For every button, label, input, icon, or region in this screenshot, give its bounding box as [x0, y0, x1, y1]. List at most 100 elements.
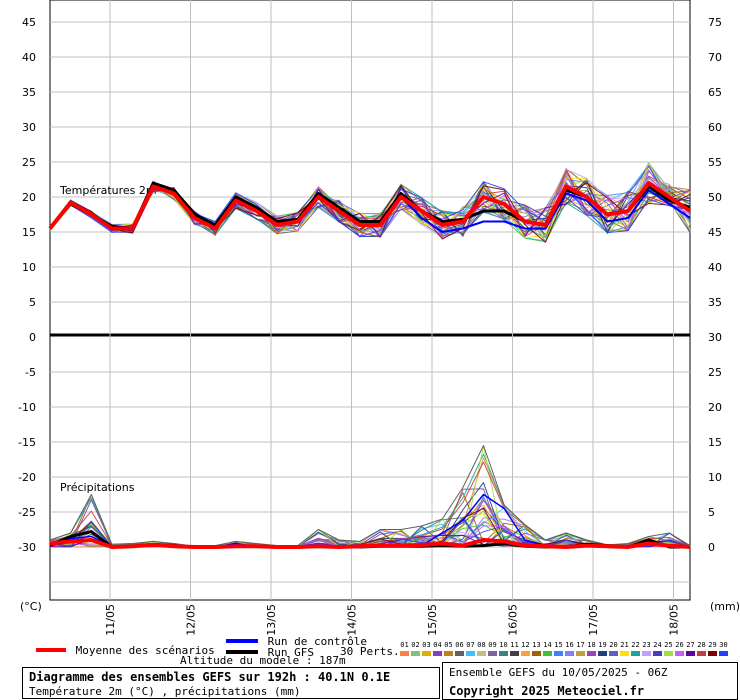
perts-label: 30 Perts. — [340, 645, 400, 658]
pert-legend-swatch — [620, 651, 629, 656]
pert-legend-item: 03 — [421, 641, 432, 659]
temp-right-tick: 75 — [708, 16, 722, 29]
precip-control-line — [49, 493, 691, 548]
precip-left-tick: -20 — [18, 471, 36, 484]
pert-legend-item: 27 — [685, 641, 696, 659]
pert-legend-number: 29 — [708, 641, 717, 649]
pert-legend-number: 22 — [631, 641, 640, 649]
pert-legend-swatch — [697, 651, 706, 656]
pert-legend-number: 09 — [488, 641, 497, 649]
temp-left-tick: 15 — [22, 226, 36, 239]
pert-legend-item: 08 — [476, 641, 487, 659]
precip-perturbation-line — [49, 498, 691, 548]
pert-legend-number: 21 — [620, 641, 629, 649]
x-tick-label: 16/05 — [507, 604, 520, 636]
pert-legend-item: 22 — [630, 641, 641, 659]
pert-legend-swatch — [565, 651, 574, 656]
precip-right-tick: 10 — [708, 471, 722, 484]
legend-gfs-label: Run GFS — [267, 646, 314, 659]
precip-max-perturbation-line — [49, 445, 691, 547]
precipitation-panel-label: Précipitations — [60, 481, 135, 494]
pert-legend-swatch — [422, 651, 431, 656]
pert-legend-swatch — [433, 651, 442, 656]
precip-perturbation-line — [49, 445, 691, 548]
pert-legend-item: 25 — [663, 641, 674, 659]
pert-legend-item: 18 — [586, 641, 597, 659]
pert-legend-item: 02 — [410, 641, 421, 659]
pert-legend-number: 27 — [686, 641, 695, 649]
pert-legend-swatch — [411, 651, 420, 656]
pert-legend-swatch — [598, 651, 607, 656]
temp-right-tick: 55 — [708, 156, 722, 169]
title-box: Diagramme des ensembles GEFS sur 192h : … — [22, 667, 440, 699]
pert-legend-swatch — [510, 651, 519, 656]
pert-legend-swatch — [708, 651, 717, 656]
pert-legend-item: 17 — [575, 641, 586, 659]
pert-legend-item: 24 — [652, 641, 663, 659]
pert-legend-number: 01 — [400, 641, 409, 649]
pert-legend-swatch — [543, 651, 552, 656]
temp-right-tick: 35 — [708, 296, 722, 309]
pert-legend-number: 24 — [653, 641, 662, 649]
temp-left-tick: 20 — [22, 191, 36, 204]
y-right-unit: (mm) — [710, 600, 740, 613]
pert-legend-item: 16 — [564, 641, 575, 659]
pert-legend-swatch — [444, 651, 453, 656]
precip-perturbation-line — [49, 482, 691, 548]
pert-legend-number: 15 — [554, 641, 563, 649]
altitude-label: Altitude du modele : 187m — [180, 654, 346, 667]
pert-legend-item: 20 — [608, 641, 619, 659]
temp-left-tick: 0 — [29, 331, 36, 344]
pert-legend-item: 28 — [696, 641, 707, 659]
temp-right-tick: 45 — [708, 226, 722, 239]
temp-left-tick: 35 — [22, 86, 36, 99]
pert-legend-number: 10 — [499, 641, 508, 649]
copyright-label: Copyright 2025 Meteociel.fr — [449, 684, 645, 698]
pert-legend-number: 19 — [598, 641, 607, 649]
precip-right-tick: 20 — [708, 401, 722, 414]
precip-right-tick: 15 — [708, 436, 722, 449]
x-tick-label: 15/05 — [426, 604, 439, 636]
pert-legend-swatch — [719, 651, 728, 656]
pert-legend-number: 11 — [510, 641, 519, 649]
legend-mean: Moyenne des scénarios — [36, 639, 215, 658]
y-left-unit: (°C) — [20, 600, 42, 613]
pert-legend-swatch — [642, 651, 651, 656]
precip-perturbation-line — [49, 453, 691, 548]
pert-legend-number: 20 — [609, 641, 618, 649]
pert-legend-number: 30 — [719, 641, 728, 649]
precip-left-tick: -30 — [18, 541, 36, 554]
pert-legend-swatch — [587, 651, 596, 656]
precip-left-tick: -10 — [18, 401, 36, 414]
pert-legend-number: 05 — [444, 641, 453, 649]
temp-left-tick: 10 — [22, 261, 36, 274]
pert-legend-swatch — [499, 651, 508, 656]
pert-legend-number: 26 — [675, 641, 684, 649]
pert-legend-item: 30 — [718, 641, 729, 659]
precip-right-tick: 25 — [708, 366, 722, 379]
pert-legend-number: 25 — [664, 641, 673, 649]
chart-title: Diagramme des ensembles GEFS sur 192h : … — [29, 670, 391, 684]
precip-perturbation-line — [49, 457, 691, 548]
pert-legend-swatch — [521, 651, 530, 656]
x-tick-label: 18/05 — [668, 604, 681, 636]
temp-right-tick: 50 — [708, 191, 722, 204]
precip-left-tick: -5 — [25, 366, 36, 379]
legend-gfs: Run GFS — [226, 641, 314, 660]
pert-legend-item: 15 — [553, 641, 564, 659]
pert-legend-swatch — [631, 651, 640, 656]
precip-right-tick: 5 — [708, 506, 715, 519]
x-tick-label: 13/05 — [265, 604, 278, 636]
precip-perturbation-line — [49, 496, 691, 548]
x-tick-label: 11/05 — [104, 604, 117, 636]
pert-legend-item: 11 — [509, 641, 520, 659]
temp-right-tick: 70 — [708, 51, 722, 64]
pert-legend-number: 28 — [697, 641, 706, 649]
legend-gfs-swatch — [226, 649, 258, 654]
temp-mean-line — [48, 181, 692, 231]
temp-right-tick: 30 — [708, 331, 722, 344]
pert-legend-number: 17 — [576, 641, 585, 649]
temp-right-tick: 40 — [708, 261, 722, 274]
pert-legend-item: 19 — [597, 641, 608, 659]
